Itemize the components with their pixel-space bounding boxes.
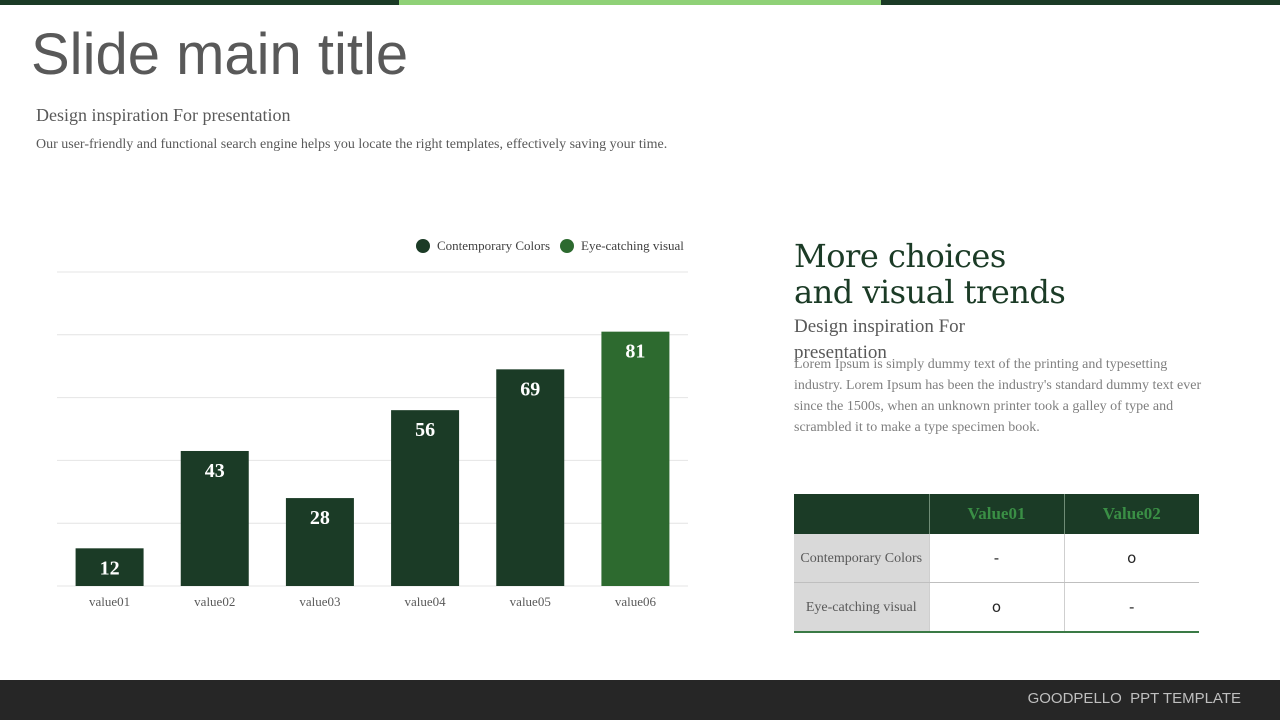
- chart-bar: [285, 498, 354, 586]
- chart-x-tick-label: value03: [299, 594, 340, 609]
- table-row: Contemporary Colors - o: [794, 534, 1199, 583]
- legend-label: Contemporary Colors: [437, 238, 551, 253]
- table-cell: o: [1064, 534, 1199, 583]
- right-subheading: Design inspiration For presentation: [794, 316, 965, 363]
- chart-bar: [75, 548, 144, 586]
- table-row-label: Eye-catching visual: [794, 582, 930, 633]
- table-header-empty: [794, 494, 930, 534]
- legend-item-eye-catching-visual: Eye-catching visual: [560, 238, 684, 254]
- slide-title: Slide main title: [31, 22, 409, 87]
- legend-marker-icon: [416, 239, 430, 253]
- chart-data-label: 28: [310, 507, 330, 529]
- table-header-row: Value01 Value02: [794, 494, 1199, 534]
- top-accent-bar-right: [881, 0, 1280, 5]
- legend-label: Eye-catching visual: [581, 238, 684, 253]
- table-cell: o: [929, 582, 1065, 633]
- chart-bar: [180, 450, 249, 586]
- table-cell: -: [1064, 582, 1199, 633]
- chart-data-label: 56: [415, 419, 435, 441]
- chart-bar: [391, 410, 460, 586]
- slide-description: Our user-friendly and functional search …: [36, 137, 668, 152]
- chart-x-tick-label: value01: [89, 594, 130, 609]
- footer-bar: GOODPELLO PPT TEMPLATE: [0, 680, 1280, 720]
- table-cell: -: [929, 534, 1065, 583]
- chart-data-label: 12: [100, 557, 120, 579]
- chart-bar: [601, 331, 670, 586]
- right-body-text: Lorem Ipsum is simply dummy text of the …: [794, 357, 1202, 435]
- chart-data-label: 43: [205, 460, 225, 482]
- table-row: Eye-catching visual o -: [794, 582, 1199, 633]
- chart-data-label: 81: [625, 341, 645, 363]
- bar-chart: 12 value01 43 value02 28 value03 56 value04 69 va…: [57, 271, 688, 609]
- footer-brand-text: GOODPELLO PPT TEMPLATE: [1027, 690, 1241, 707]
- right-heading-line1: More choices: [794, 237, 1006, 275]
- comparison-table: Value01 Value02 Contemporary Colors - o …: [794, 494, 1199, 633]
- legend-marker-icon: [560, 239, 575, 253]
- right-heading-line2: and visual trends: [794, 273, 1066, 311]
- right-heading: More choices and visual trends: [794, 237, 1066, 311]
- top-accent-bar-left: [0, 0, 399, 5]
- slide-subtitle: Design inspiration For presentation: [36, 105, 291, 125]
- chart-data-label: 69: [520, 378, 540, 400]
- chart-x-tick-label: value02: [194, 594, 235, 609]
- chart-x-tick-label: value04: [405, 594, 447, 609]
- top-accent-bar-middle: [399, 0, 881, 5]
- legend-item-contemporary-colors: Contemporary Colors: [416, 238, 550, 254]
- chart-x-tick-label: value06: [615, 594, 657, 609]
- table-row-label: Contemporary Colors: [794, 534, 930, 583]
- chart-legend: Contemporary Colors Eye-catching visual: [416, 238, 684, 254]
- chart-x-tick-label: value05: [510, 594, 551, 609]
- table-header-value01: Value01: [929, 494, 1065, 534]
- table-header-value02: Value02: [1064, 494, 1199, 534]
- chart-bar: [496, 369, 565, 586]
